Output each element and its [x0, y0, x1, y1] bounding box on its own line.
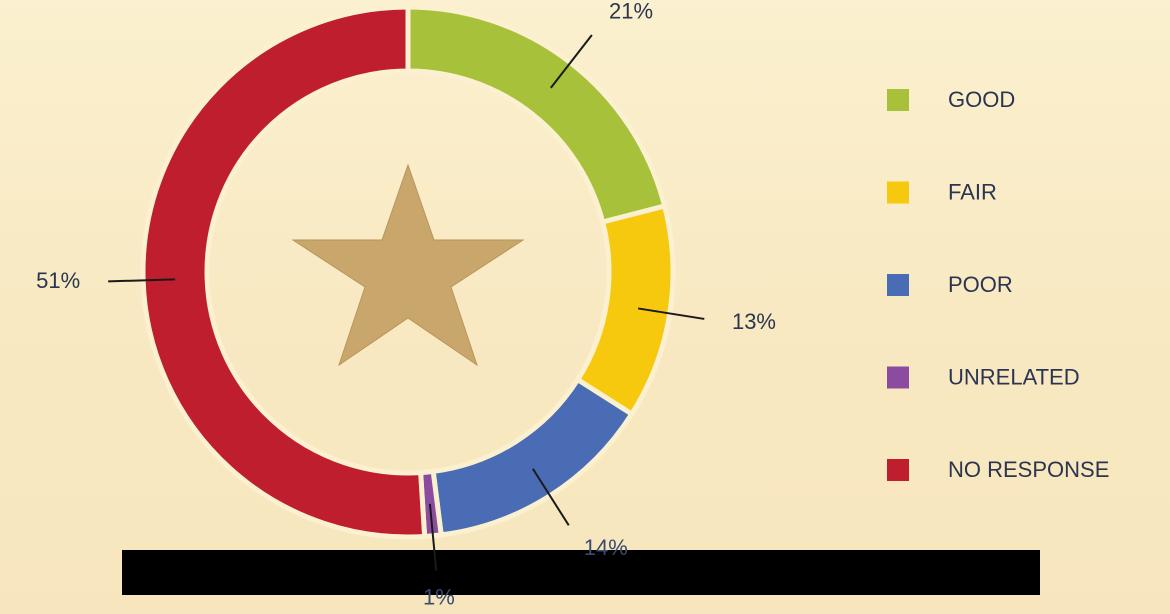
leader-line: [108, 278, 176, 283]
legend-swatch: [887, 181, 909, 204]
legend-swatch: [887, 89, 909, 111]
leader-line: [550, 34, 593, 89]
star: [291, 163, 525, 367]
data-label: 1%: [423, 584, 455, 609]
donut-slice: [140, 4, 428, 540]
leader-line: [637, 307, 705, 320]
legend-label: FAIR: [948, 179, 997, 204]
legend-swatch: [887, 366, 909, 389]
data-label: 14%: [584, 535, 628, 560]
leader-line: [532, 468, 570, 526]
data-label: 13%: [732, 309, 776, 334]
legend-label: POOR: [948, 272, 1013, 297]
legend-label: UNRELATED: [948, 364, 1080, 389]
leader-line: [428, 503, 438, 571]
legend-swatch: [887, 459, 909, 481]
legend-label: GOOD: [948, 87, 1015, 112]
legend-swatch: [887, 274, 909, 296]
redaction-bar: [122, 550, 1040, 595]
data-label: 21%: [609, 0, 653, 24]
legend-label: NO RESPONSE: [948, 457, 1109, 482]
data-label: 51%: [36, 268, 80, 293]
